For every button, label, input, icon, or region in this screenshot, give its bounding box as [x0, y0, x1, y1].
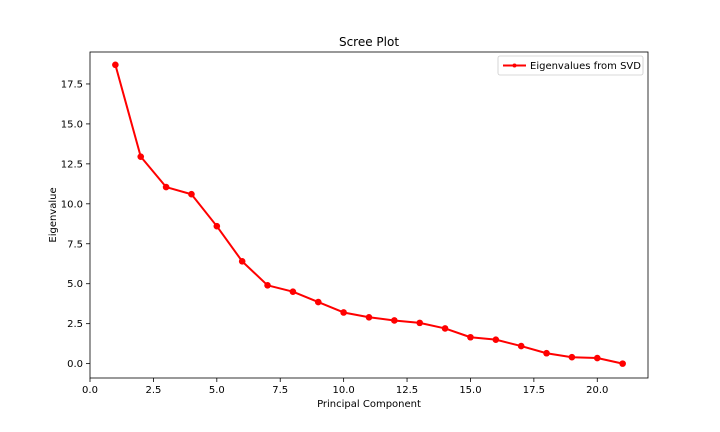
data-point: [289, 288, 297, 296]
legend-box: [497, 55, 644, 76]
y-tick-label: 17.5: [61, 79, 83, 90]
x-tick-label: 15.0: [459, 385, 481, 396]
y-axis-ticks: 0.0 2.5 5.0 7.5 10.0 12.5 15.0 17.5: [61, 79, 90, 370]
y-tick-label: 12.5: [61, 159, 83, 170]
axes-frame: [89, 51, 649, 379]
legend-label: Eigenvalues from SVD: [530, 61, 641, 72]
x-tick-label: 7.5: [272, 385, 288, 396]
y-tick-label: 7.5: [67, 239, 83, 250]
data-point: [517, 342, 525, 350]
data-point: [238, 258, 246, 265]
x-tick-label: 12.5: [396, 385, 418, 396]
chart-title: Scree Plot: [339, 35, 399, 49]
y-tick-label: 15.0: [61, 119, 83, 130]
x-tick-label: 20.0: [586, 385, 608, 396]
x-tick-label: 5.0: [209, 385, 225, 396]
data-point: [112, 61, 119, 69]
data-point: [137, 153, 145, 160]
data-point: [416, 319, 424, 327]
data-point: [365, 313, 373, 321]
x-tick-label: 0.0: [82, 385, 98, 396]
data-point: [314, 298, 322, 306]
data-point: [264, 282, 271, 289]
data-point: [188, 190, 195, 198]
y-tick-label: 5.0: [67, 279, 83, 290]
y-axis-label: Eigenvalue: [48, 187, 59, 242]
x-tick-label: 17.5: [523, 385, 545, 396]
x-axis-ticks: 0.0 2.5 5.0 7.5 10.0 12.5 15.0 17.5 20.0: [82, 378, 608, 396]
plot-area: 0.0 2.5 5.0 7.5 10.0 12.5 15.0 17.5 20.0 0.0 2.5 5…: [61, 51, 649, 396]
data-point: [543, 349, 550, 357]
data-point: [467, 333, 474, 341]
data-point: [492, 336, 500, 343]
legend: Eigenvalues from SVD: [497, 55, 644, 76]
series-layer: [112, 61, 626, 367]
data-point: [391, 317, 398, 324]
data-point: [568, 353, 576, 361]
x-tick-label: 2.5: [145, 385, 161, 396]
data-point: [213, 222, 221, 230]
y-tick-label: 0.0: [67, 359, 83, 370]
y-tick-label: 2.5: [67, 319, 83, 330]
data-point: [441, 325, 449, 332]
y-tick-label: 10.0: [61, 199, 83, 210]
legend-marker-sample: [512, 63, 517, 68]
data-point: [593, 354, 601, 362]
x-tick-label: 10.0: [333, 385, 355, 396]
data-point: [340, 309, 347, 316]
data-point: [619, 360, 626, 367]
x-axis-label: Principal Component: [317, 399, 421, 410]
data-point: [162, 183, 170, 191]
